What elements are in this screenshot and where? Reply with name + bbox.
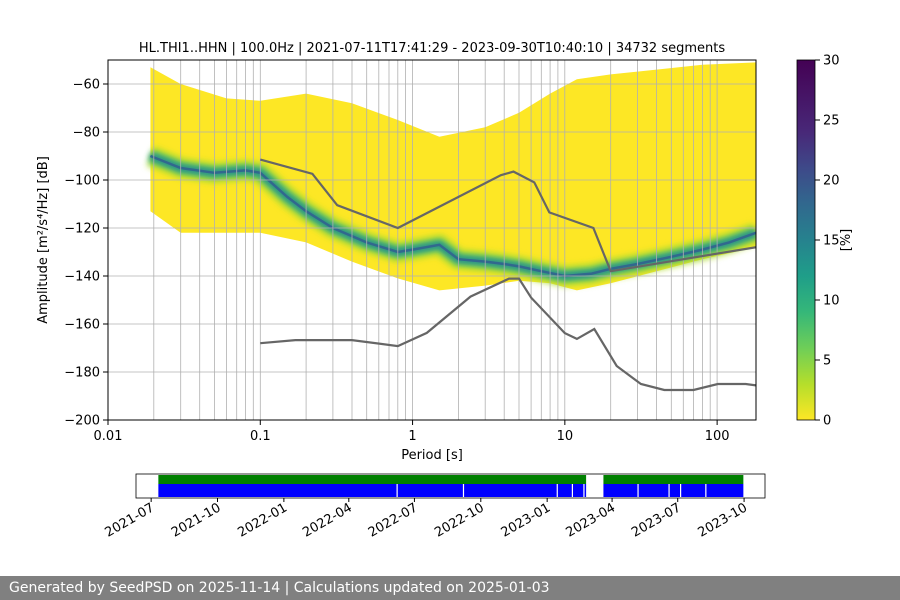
- x-tick-label: 10: [557, 429, 574, 444]
- timeline-tick-label: 2021-10: [169, 500, 224, 540]
- timeline-used-span: [158, 484, 587, 497]
- y-tick-label: −80: [73, 126, 100, 141]
- y-axis-label: Amplitude [m²/s⁴/Hz] [dB]: [36, 156, 51, 324]
- colorbar-tick-label: 15: [823, 234, 840, 249]
- timeline-used-span: [603, 484, 744, 497]
- psd-plot-area: 0.01 0.1 1 10 100 −60 −80 −100 −120 −140 −160 −180…: [64, 59, 757, 444]
- chart-title: HL.THI1..HHN | 100.0Hz | 2021-07-11T17:4…: [139, 41, 725, 56]
- x-tick-label: 0.1: [250, 429, 271, 444]
- y-tick-label: −60: [73, 78, 100, 93]
- timeline-tick-label: 2023-04: [564, 500, 619, 540]
- timeline-data-span: [158, 475, 587, 484]
- colorbar: 0 5 10 15 20 25 30 [%]: [796, 54, 854, 429]
- y-tick-label: −180: [64, 366, 100, 381]
- psd-density-envelope: [150, 62, 756, 291]
- colorbar-tick-label: 20: [823, 174, 840, 189]
- timeline-data-span: [603, 475, 744, 484]
- footer: Generated by SeedPSD on 2025-11-14 | Cal…: [0, 576, 900, 600]
- nhnm-line: [260, 158, 756, 273]
- y-tick-label: −200: [64, 414, 100, 429]
- colorbar-tick-label: 0: [823, 414, 831, 429]
- data-availability-timeline: 2021-07 2021-10 2022-01 2022-04 2022-07 2022-…: [103, 473, 766, 541]
- colorbar-tick-label: 10: [823, 294, 840, 309]
- x-axis-label: Period [s]: [401, 448, 463, 463]
- y-tick-label: −120: [64, 222, 100, 237]
- colorbar-tick-label: 30: [823, 54, 840, 69]
- timeline-tick-label: 2022-10: [432, 500, 487, 540]
- timeline-tick-label: 2023-07: [629, 500, 684, 540]
- y-tick-label: −160: [64, 318, 100, 333]
- x-tick-label: 100: [705, 429, 730, 444]
- colorbar-tick-label: 5: [823, 354, 831, 369]
- timeline-tick-label: 2022-01: [235, 500, 290, 540]
- y-tick-label: −100: [64, 174, 100, 189]
- nlnm-line: [260, 277, 756, 392]
- colorbar-scale: [796, 59, 816, 421]
- x-tick-label: 0.01: [94, 429, 123, 444]
- plot-frame: [107, 59, 757, 421]
- timeline-tick-label: 2021-07: [103, 500, 158, 540]
- timeline-tick-label: 2023-01: [499, 500, 554, 540]
- colorbar-label: [%]: [839, 229, 854, 252]
- colorbar-tick-label: 25: [823, 114, 840, 129]
- timeline-tick-label: 2023-10: [696, 500, 751, 540]
- x-tick-label: 1: [408, 429, 416, 444]
- timeline-tick-label: 2022-07: [366, 500, 421, 540]
- timeline-tick-label: 2022-04: [300, 500, 355, 540]
- y-tick-label: −140: [64, 270, 100, 285]
- footer-text: Generated by SeedPSD on 2025-11-14 | Cal…: [9, 580, 550, 596]
